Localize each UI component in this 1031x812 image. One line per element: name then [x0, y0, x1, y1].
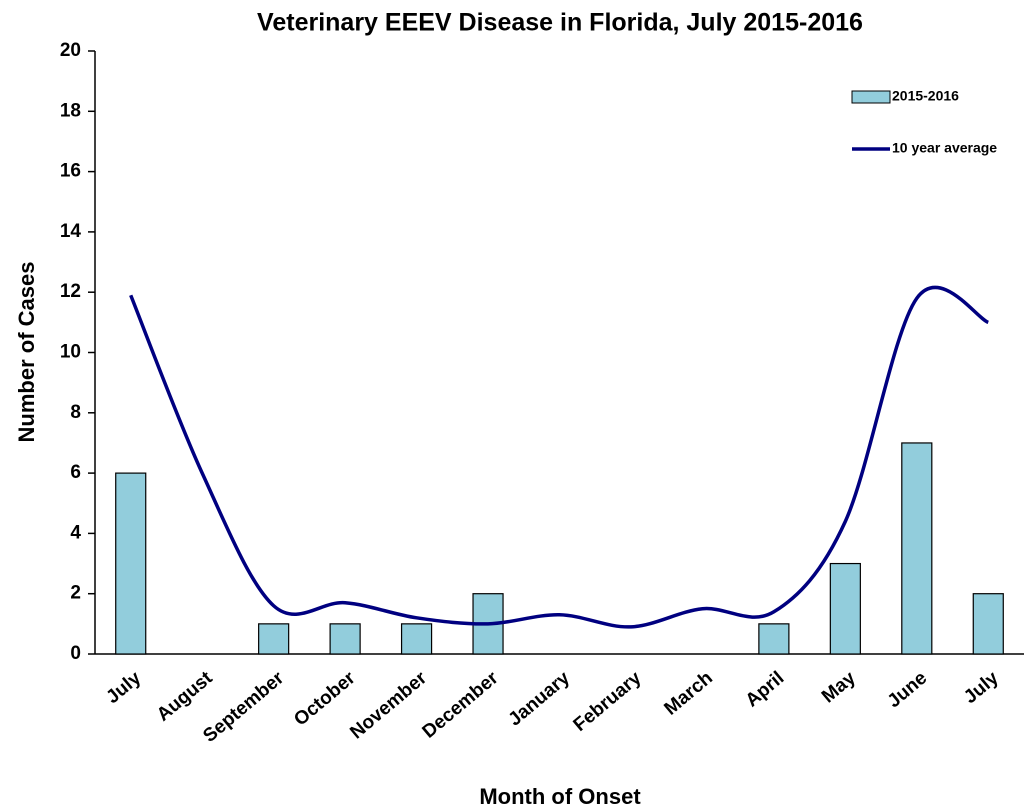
- x-axis-title: Month of Onset: [479, 784, 641, 809]
- x-tick-label: June: [884, 668, 931, 713]
- bar: [329, 623, 361, 655]
- x-tick-label: July: [960, 667, 1003, 708]
- x-tick-label: December: [419, 667, 503, 743]
- y-tick-label: 8: [70, 402, 81, 423]
- x-tick-label: March: [660, 668, 716, 720]
- bar: [258, 623, 290, 655]
- y-tick-label: 0: [70, 643, 81, 664]
- y-tick-label: 20: [60, 40, 81, 61]
- bar: [829, 562, 861, 655]
- bar: [758, 623, 790, 655]
- x-tick-label: January: [505, 667, 575, 730]
- y-tick-label: 2: [70, 583, 81, 604]
- bar: [115, 472, 147, 655]
- y-tick-label: 4: [70, 522, 81, 543]
- legend-swatch: [851, 90, 891, 104]
- y-tick-label: 12: [60, 281, 81, 302]
- line: [129, 285, 990, 629]
- x-tick-label: May: [818, 667, 860, 707]
- y-tick-label: 18: [60, 100, 81, 121]
- chart-title: Veterinary EEEV Disease in Florida, July…: [257, 9, 863, 37]
- x-tick-label: November: [346, 667, 431, 743]
- legend-label: 10 year average: [892, 140, 997, 156]
- bar: [972, 593, 1004, 655]
- x-tick-label: August: [153, 667, 217, 726]
- y-axis-title: Number of Cases: [14, 262, 39, 443]
- bar: [400, 623, 433, 655]
- legend-label: 2015-2016: [892, 88, 959, 104]
- x-tick-label: October: [290, 667, 360, 730]
- y-tick-label: 6: [70, 462, 81, 483]
- y-tick-label: 10: [60, 342, 81, 363]
- bar: [901, 442, 933, 655]
- x-tick-label: February: [570, 667, 646, 736]
- y-tick-label: 14: [60, 221, 82, 242]
- x-tick-label: April: [742, 668, 789, 712]
- x-tick-label: July: [103, 667, 146, 708]
- y-tick-label: 16: [60, 161, 81, 182]
